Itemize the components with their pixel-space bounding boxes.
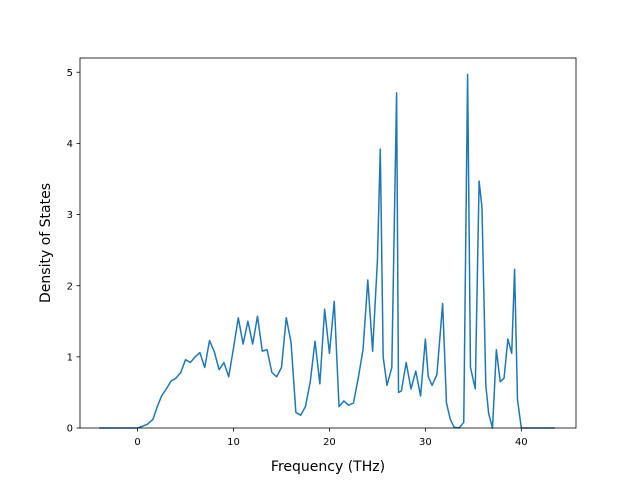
x-axis-label: Frequency (THz) <box>271 459 385 475</box>
x-tick-label: 10 <box>227 437 240 448</box>
y-tick-label: 5 <box>67 68 73 79</box>
y-tick-label: 1 <box>67 352 73 363</box>
x-tick-label: 30 <box>419 437 432 448</box>
y-tick-label: 3 <box>67 210 73 221</box>
x-axis-ticks: 0 10 20 30 40 <box>134 428 528 448</box>
y-tick-label: 0 <box>67 424 73 435</box>
y-axis-label: Density of States <box>38 183 54 303</box>
y-tick-label: 2 <box>67 281 73 292</box>
x-tick-label: 40 <box>515 437 528 448</box>
plot-frame <box>79 57 577 429</box>
y-tick-label: 4 <box>67 139 73 150</box>
dos-series-line <box>99 73 555 429</box>
x-tick-label: 0 <box>134 437 140 448</box>
y-axis-ticks: 0 1 2 3 4 5 <box>67 68 80 435</box>
x-tick-label: 20 <box>323 437 336 448</box>
